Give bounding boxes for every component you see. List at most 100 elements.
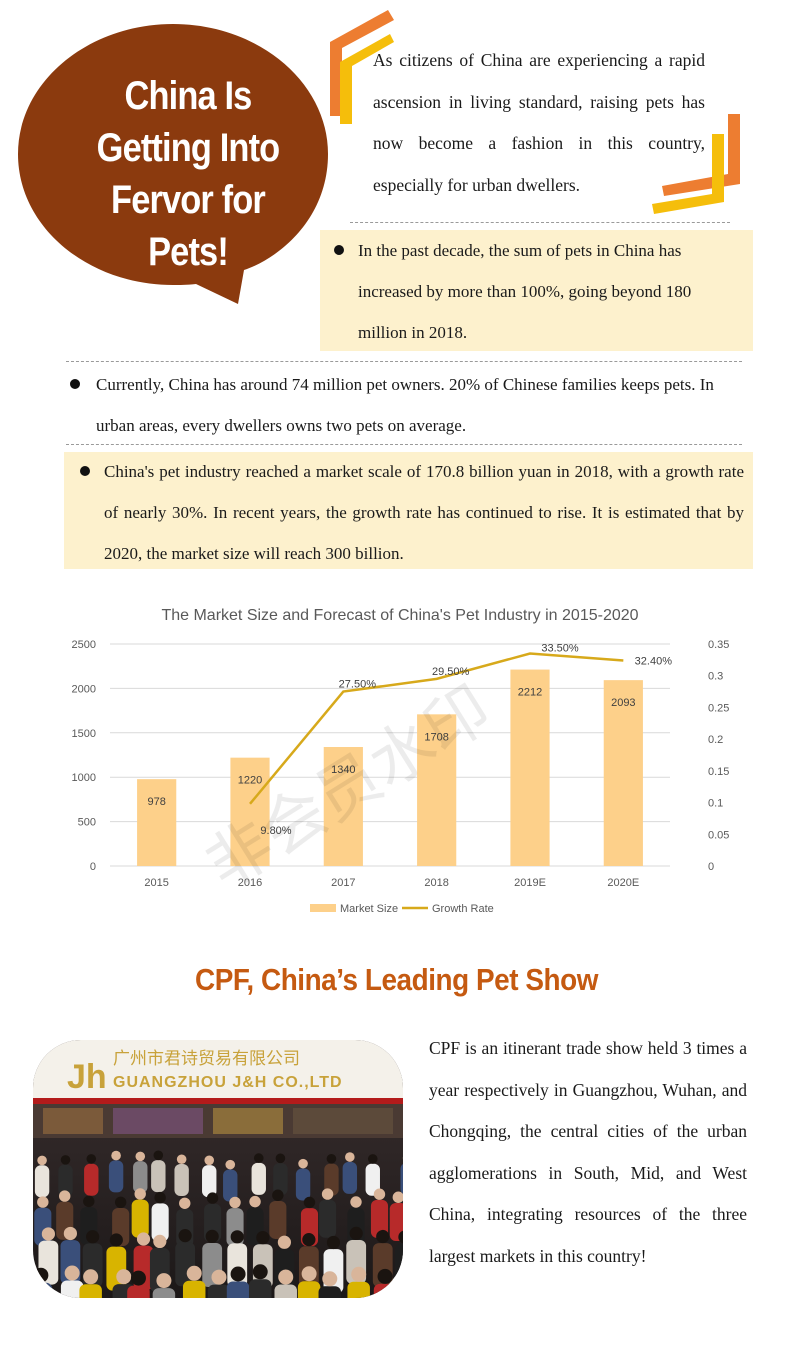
line-data-label: 32.40% bbox=[635, 655, 673, 667]
chart-grid: 0 500 1000 1500 2000 2500 0 0.05 0.1 0.15 0.2 0.25 0… bbox=[72, 639, 730, 889]
bullet-dot bbox=[80, 466, 90, 476]
bar-data-label: 2093 bbox=[611, 697, 635, 709]
visitor-head bbox=[326, 1235, 341, 1250]
visitor-figure bbox=[399, 1289, 403, 1298]
visitor-figure bbox=[319, 1199, 337, 1238]
visitor-figure bbox=[151, 1203, 169, 1242]
visitor-head bbox=[367, 1154, 378, 1164]
visitor-head bbox=[225, 1159, 236, 1170]
y-left-tick-label: 0 bbox=[90, 861, 96, 873]
page-title-line: Pets! bbox=[148, 230, 229, 274]
visitor-head bbox=[63, 1226, 77, 1241]
y-right-tick-label: 0 bbox=[708, 861, 714, 873]
visitor-figure bbox=[152, 1288, 176, 1298]
page-title-line: Getting Into bbox=[96, 126, 281, 170]
decorative-corner-top-left bbox=[330, 10, 394, 124]
visitor-figure bbox=[342, 1161, 358, 1194]
visitor-head bbox=[136, 1232, 151, 1246]
visitor-head bbox=[230, 1266, 246, 1282]
market-size-chart: The Market Size and Forecast of China's … bbox=[72, 607, 730, 915]
speech-bubble-shape bbox=[18, 24, 328, 304]
line-data-label: 27.50% bbox=[339, 679, 377, 691]
bar-data-label: 1708 bbox=[424, 731, 448, 743]
decorative-corner-bottom-right bbox=[652, 114, 740, 214]
visitor-head bbox=[116, 1269, 132, 1285]
chart-title: The Market Size and Forecast of China's … bbox=[161, 607, 638, 624]
bullet-dot bbox=[334, 245, 344, 255]
visitor-figure bbox=[79, 1284, 102, 1298]
visitor-figure bbox=[324, 1163, 339, 1196]
visitor-head bbox=[230, 1230, 244, 1244]
visitor-head bbox=[83, 1195, 95, 1208]
visitor-head bbox=[135, 1151, 146, 1162]
section-heading: CPF, China’s Leading Pet Show bbox=[195, 962, 598, 997]
page-title: China Is Getting Into Fervor for Pets! bbox=[76, 70, 300, 278]
visitor-figure bbox=[84, 1163, 99, 1196]
bullet-pets-growth: In the past decade, the sum of pets in C… bbox=[358, 241, 692, 342]
chart-growth-line bbox=[249, 652, 624, 805]
visitor-head bbox=[302, 1233, 316, 1247]
y-left-tick-label: 500 bbox=[78, 817, 96, 829]
visitor-figure bbox=[207, 1284, 231, 1298]
y-right-tick-label: 0.15 bbox=[708, 766, 729, 778]
visitor-figure bbox=[365, 1163, 380, 1196]
visitor-head bbox=[298, 1158, 308, 1169]
visitor-figure bbox=[202, 1165, 217, 1198]
x-tick-label: 2019E bbox=[514, 877, 546, 889]
page-title-line: China Is bbox=[124, 74, 253, 118]
visitor-head bbox=[252, 1264, 268, 1280]
visitor-figure bbox=[295, 1168, 311, 1201]
shop-sign-chinese: 广州市君诗贸易有限公司 bbox=[113, 1049, 300, 1069]
bar-market-size bbox=[510, 669, 550, 866]
visitor-head bbox=[60, 1155, 71, 1165]
divider bbox=[66, 444, 742, 445]
visitor-head bbox=[153, 1234, 167, 1249]
visitor-figure bbox=[133, 1161, 148, 1194]
visitor-head bbox=[109, 1233, 123, 1247]
x-tick-label: 2018 bbox=[424, 877, 448, 889]
visitor-head bbox=[206, 1192, 219, 1204]
shop-sign-english: GUANGZHOU J&H CO.,LTD bbox=[113, 1074, 343, 1091]
visitor-figure bbox=[34, 1165, 50, 1198]
chart-bars bbox=[137, 669, 643, 866]
bullet-pet-owners: Currently, China has around 74 million p… bbox=[96, 364, 742, 446]
visitor-figure bbox=[347, 1281, 370, 1298]
visitor-figure bbox=[395, 1243, 403, 1288]
bullet-dot bbox=[70, 379, 80, 389]
visitor-figure bbox=[297, 1281, 321, 1298]
growth-rate-line bbox=[249, 652, 624, 805]
visitor-head bbox=[272, 1189, 284, 1201]
y-right-tick-label: 0.3 bbox=[708, 671, 723, 683]
visitor-figure bbox=[174, 1164, 189, 1197]
visitor-head bbox=[321, 1188, 334, 1200]
crowd-of-visitors bbox=[33, 1150, 403, 1298]
visitor-figure bbox=[108, 1160, 124, 1193]
y-right-tick-label: 0.1 bbox=[708, 798, 723, 810]
visitor-head bbox=[37, 1196, 49, 1208]
visitor-figure bbox=[151, 1160, 166, 1193]
visitor-head bbox=[376, 1229, 390, 1244]
line-data-label: 33.50% bbox=[541, 643, 579, 655]
visitor-figure bbox=[318, 1286, 342, 1298]
intro-paragraph: As citizens of China are experiencing a … bbox=[373, 50, 705, 195]
visitor-head bbox=[301, 1266, 317, 1282]
visitor-figure bbox=[370, 1199, 389, 1238]
cpf-description: CPF is an itinerant trade show held 3 ti… bbox=[429, 1038, 747, 1266]
visitor-head bbox=[253, 1153, 264, 1163]
chart-labels: 978 1220 1340 1708 2212 2093 9.80% 27.50% 29.50%… bbox=[147, 643, 672, 837]
bar-market-size bbox=[417, 714, 457, 866]
bar-data-label: 1220 bbox=[238, 775, 262, 787]
bar-data-label: 1340 bbox=[331, 764, 355, 776]
visitor-head bbox=[392, 1191, 403, 1203]
y-left-tick-label: 2000 bbox=[72, 683, 96, 695]
visitor-figure bbox=[223, 1169, 238, 1202]
line-data-label: 9.80% bbox=[260, 825, 291, 837]
visitor-figure bbox=[251, 1162, 266, 1195]
visitor-head bbox=[249, 1195, 261, 1208]
bullet-pet-owners-text: Currently, China has around 74 million p… bbox=[96, 375, 714, 435]
highlight-box bbox=[64, 452, 753, 569]
visitor-head bbox=[156, 1273, 172, 1289]
visitor-figure bbox=[182, 1280, 206, 1298]
x-tick-label: 2015 bbox=[144, 877, 168, 889]
visitor-head bbox=[398, 1230, 403, 1244]
